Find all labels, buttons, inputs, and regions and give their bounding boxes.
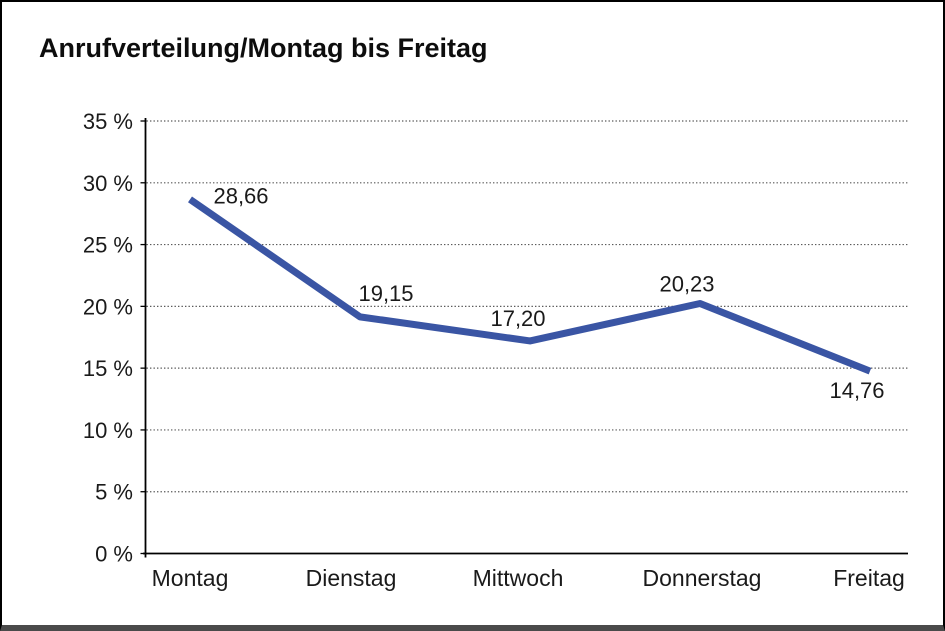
- y-tick-label: 20 %: [83, 294, 133, 319]
- data-point-label: 14,76: [829, 378, 884, 403]
- y-tick-label: 35 %: [83, 109, 133, 134]
- x-category-label: Montag: [152, 565, 229, 591]
- y-tick-label: 30 %: [83, 171, 133, 196]
- data-point-label: 28,66: [213, 183, 268, 208]
- y-tick-label: 0 %: [95, 542, 133, 567]
- data-point-label: 19,15: [358, 281, 413, 306]
- data-point-label: 20,23: [659, 272, 714, 297]
- x-category-label: Freitag: [833, 565, 905, 591]
- y-tick-label: 15 %: [83, 356, 133, 381]
- x-category-label: Donnerstag: [643, 565, 762, 591]
- y-tick-label: 25 %: [83, 233, 133, 258]
- data-series-line: [188, 196, 872, 375]
- x-category-label: Dienstag: [306, 565, 397, 591]
- data-point-label: 17,20: [490, 306, 545, 331]
- chart-title: Anrufverteilung/Montag bis Freitag: [39, 33, 488, 63]
- y-tick-label: 10 %: [83, 418, 133, 443]
- y-tick-label: 5 %: [95, 480, 133, 505]
- x-category-label: Mittwoch: [473, 565, 564, 591]
